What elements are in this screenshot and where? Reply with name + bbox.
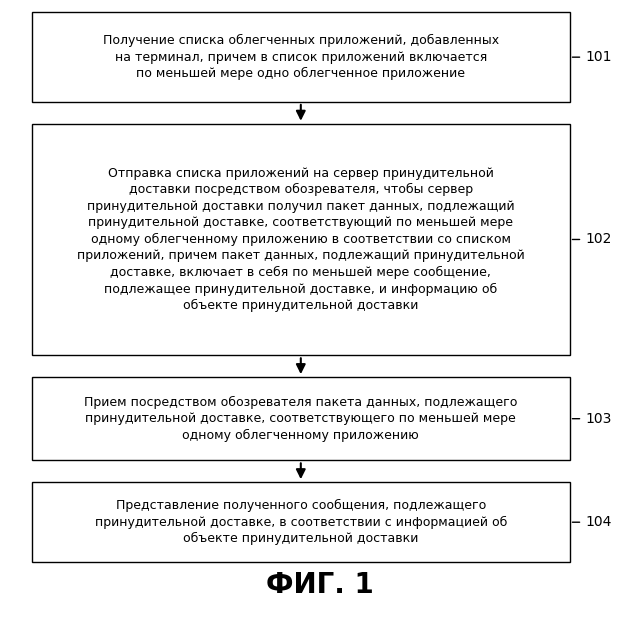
- Text: 103: 103: [586, 412, 612, 426]
- Text: Отправка списка приложений на сервер принудительной
доставки посредством обозрев: Отправка списка приложений на сервер при…: [77, 167, 525, 312]
- Text: Прием посредством обозревателя пакета данных, подлежащего
принудительной доставк: Прием посредством обозревателя пакета да…: [84, 396, 518, 442]
- Text: 104: 104: [586, 515, 612, 529]
- Text: Получение списка облегченных приложений, добавленных
на терминал, причем в списо: Получение списка облегченных приложений,…: [103, 34, 499, 80]
- FancyBboxPatch shape: [32, 482, 570, 562]
- Text: 101: 101: [586, 50, 612, 64]
- FancyBboxPatch shape: [32, 12, 570, 102]
- FancyBboxPatch shape: [32, 124, 570, 355]
- FancyBboxPatch shape: [32, 377, 570, 460]
- Text: Представление полученного сообщения, подлежащего
принудительной доставке, в соот: Представление полученного сообщения, под…: [95, 499, 507, 545]
- Text: ФИГ. 1: ФИГ. 1: [266, 572, 374, 599]
- Text: 102: 102: [586, 232, 612, 247]
